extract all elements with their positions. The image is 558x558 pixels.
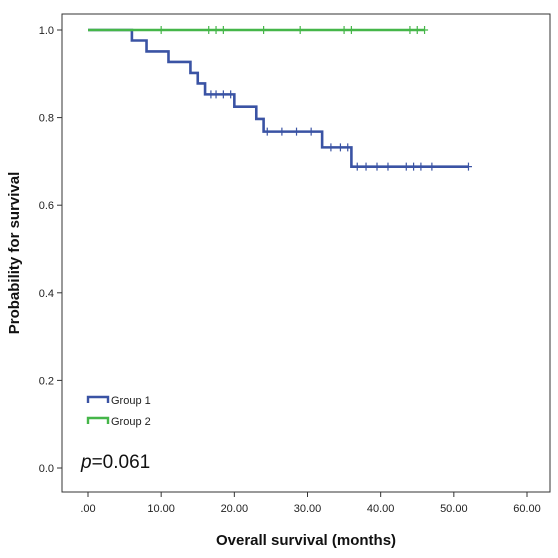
censor-mark <box>347 26 355 34</box>
y-tick-label: 0.8 <box>39 113 54 125</box>
censor-mark <box>205 26 213 34</box>
censor-mark <box>344 143 352 152</box>
y-tick-label: 0.6 <box>39 200 54 212</box>
censor-mark <box>227 90 235 99</box>
y-axis: 0.0 0.2 0.4 0.6 0.8 1.0 <box>39 25 62 475</box>
y-tick-label: 1.0 <box>39 25 54 37</box>
x-tick-label: 30.00 <box>294 503 322 515</box>
censor-mark <box>410 162 418 171</box>
survival-curve-group-1 <box>88 28 469 168</box>
censor-mark <box>406 26 414 34</box>
p-value-annotation: p=0.061 <box>80 452 150 473</box>
censor-mark <box>340 26 348 34</box>
x-axis-title: Overall survival (months) <box>216 532 396 549</box>
p-value-prefix: p <box>80 452 92 473</box>
censor-mark <box>413 26 421 34</box>
plot-border <box>61 13 551 493</box>
y-axis-title: Probability for survival <box>6 172 23 335</box>
plot-frame <box>61 13 551 493</box>
censor-mark <box>402 162 410 171</box>
legend: Group 1 Group 2 <box>86 395 151 428</box>
censor-mark <box>263 127 271 136</box>
censor-mark <box>336 143 344 152</box>
censor-mark <box>296 26 304 34</box>
censor-mark <box>327 143 335 152</box>
censor-mark <box>219 90 227 99</box>
legend-swatch-group-2 <box>86 416 110 424</box>
censor-mark <box>260 26 268 34</box>
censor-mark <box>362 162 370 171</box>
y-tick-label: 0.4 <box>39 288 54 300</box>
x-tick-label: 10.00 <box>147 503 175 515</box>
x-tick-label: 20.00 <box>221 503 249 515</box>
censor-mark <box>353 162 361 171</box>
censor-mark <box>157 26 165 34</box>
x-axis: .00 10.00 20.00 30.00 40.00 50.00 60.00 <box>80 492 541 515</box>
censor-mark <box>212 26 220 34</box>
censor-mark <box>428 162 436 171</box>
series-layer <box>88 26 472 171</box>
censor-mark <box>293 127 301 136</box>
y-tick-label: 0.0 <box>39 463 54 475</box>
censor-mark <box>278 127 286 136</box>
censor-mark <box>219 26 227 34</box>
censor-mark <box>417 162 425 171</box>
x-tick-label: .00 <box>80 503 95 515</box>
legend-label-group-2: Group 2 <box>111 416 151 428</box>
p-value-number: =0.061 <box>92 452 151 473</box>
censor-mark <box>464 162 472 171</box>
censor-mark <box>307 127 315 136</box>
legend-label-group-1: Group 1 <box>111 395 151 407</box>
y-tick-label: 0.2 <box>39 375 54 387</box>
censor-mark <box>421 26 429 34</box>
censor-mark <box>373 162 381 171</box>
legend-swatch-group-1 <box>86 395 110 403</box>
censor-mark <box>212 90 220 99</box>
x-tick-label: 60.00 <box>513 503 541 515</box>
x-tick-label: 40.00 <box>367 503 395 515</box>
censor-mark <box>384 162 392 171</box>
x-tick-label: 50.00 <box>440 503 468 515</box>
